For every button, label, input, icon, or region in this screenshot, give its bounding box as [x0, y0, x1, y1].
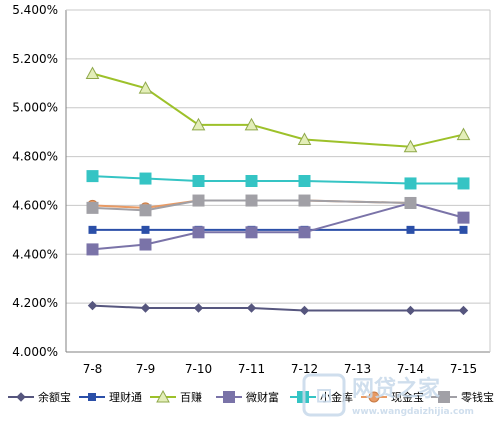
- data-point: [297, 132, 312, 145]
- series-7: [86, 194, 417, 217]
- y-tick-label: 4.000%: [12, 345, 58, 359]
- data-point: [405, 305, 416, 316]
- data-point: [141, 225, 150, 234]
- data-point: [139, 172, 152, 185]
- data-point: [299, 305, 310, 316]
- y-tick-label: 5.000%: [12, 101, 58, 115]
- x-tick-label: 7-12: [291, 362, 318, 376]
- x-tick-label: 7-10: [185, 362, 212, 376]
- x-tick-label: 7-8: [83, 362, 103, 376]
- data-point: [245, 194, 258, 207]
- legend-marker: [156, 389, 170, 403]
- data-point: [191, 117, 206, 131]
- legend-label: 零钱宝: [461, 390, 494, 404]
- data-point: [406, 225, 415, 234]
- x-tick-label: 7-11: [238, 362, 265, 376]
- legend-label: 理财通: [109, 390, 142, 404]
- data-point: [86, 201, 99, 214]
- legend-item: 零钱宝: [431, 390, 494, 404]
- data-point: [87, 300, 98, 311]
- legend-label: 微财富: [246, 390, 279, 404]
- legend-label: 百赚: [180, 390, 202, 404]
- axes: [65, 9, 491, 353]
- y-tick-label: 4.400%: [12, 247, 58, 261]
- legend-label: 余额宝: [38, 390, 71, 404]
- legend-marker: [88, 393, 96, 401]
- x-axis-ticks: 7-8 7-9 7-10 7-11 7-12 7-13 7-14 7-15: [83, 362, 477, 376]
- watermark: ⊡ 网贷之家 www.wangdaizhijia.com: [302, 373, 474, 417]
- data-point: [458, 305, 469, 316]
- series-layer: [85, 66, 471, 316]
- data-point: [245, 175, 258, 187]
- data-point: [139, 238, 152, 251]
- data-point: [298, 194, 311, 207]
- y-tick-label: 5.400%: [12, 3, 58, 17]
- data-point: [86, 170, 99, 183]
- legend-item: 余额宝: [8, 390, 71, 404]
- y-axis-ticks: 4.000% 4.200% 4.400% 4.600% 4.800% 5.000% 5.20…: [12, 3, 58, 359]
- data-point: [245, 226, 258, 239]
- data-point: [457, 211, 470, 224]
- legend-item: 现金宝: [361, 390, 424, 404]
- legend-label: 现金宝: [391, 390, 424, 404]
- data-point: [193, 303, 204, 313]
- series-3: [85, 66, 471, 153]
- data-point: [139, 204, 152, 217]
- x-tick-label: 7-15: [450, 362, 477, 376]
- watermark-logo-glyph: ⊡: [316, 383, 333, 407]
- legend-marker: [223, 391, 235, 403]
- data-point: [244, 117, 259, 131]
- data-point: [457, 177, 470, 190]
- data-point: [140, 303, 151, 313]
- data-point: [85, 66, 100, 80]
- y-tick-label: 4.600%: [12, 198, 58, 212]
- series-1: [87, 300, 469, 316]
- x-tick-label: 7-13: [344, 362, 371, 376]
- data-point: [404, 177, 417, 190]
- watermark-title: 网贷之家: [352, 376, 441, 402]
- data-point: [459, 225, 468, 234]
- series-5: [86, 170, 470, 190]
- data-point: [192, 194, 205, 207]
- data-point: [404, 196, 417, 209]
- legend-item: 微财富: [216, 390, 279, 404]
- data-point: [88, 225, 97, 234]
- legend-marker: [438, 391, 450, 403]
- data-point: [86, 243, 99, 256]
- data-point: [298, 226, 311, 239]
- y-tick-label: 4.800%: [12, 150, 58, 164]
- watermark-url: www.wangdaizhijia.com: [352, 407, 474, 417]
- data-point: [456, 127, 471, 141]
- series-line: [92, 199, 411, 212]
- legend-item: 百赚: [150, 389, 202, 404]
- data-point: [403, 139, 418, 153]
- data-point: [246, 303, 257, 313]
- watermark-logo-icon: [302, 373, 346, 417]
- y-tick-label: 4.200%: [12, 296, 58, 310]
- data-point: [138, 81, 153, 94]
- y-tick-label: 5.200%: [12, 52, 58, 66]
- legend-marker: [16, 392, 26, 402]
- legend-item: 理财通: [79, 390, 142, 404]
- data-point: [192, 175, 205, 187]
- x-tick-label: 7-9: [136, 362, 156, 376]
- x-tick-label: 7-14: [397, 362, 424, 376]
- data-point: [192, 226, 205, 239]
- legend-marker: [368, 391, 380, 403]
- data-point: [298, 175, 311, 187]
